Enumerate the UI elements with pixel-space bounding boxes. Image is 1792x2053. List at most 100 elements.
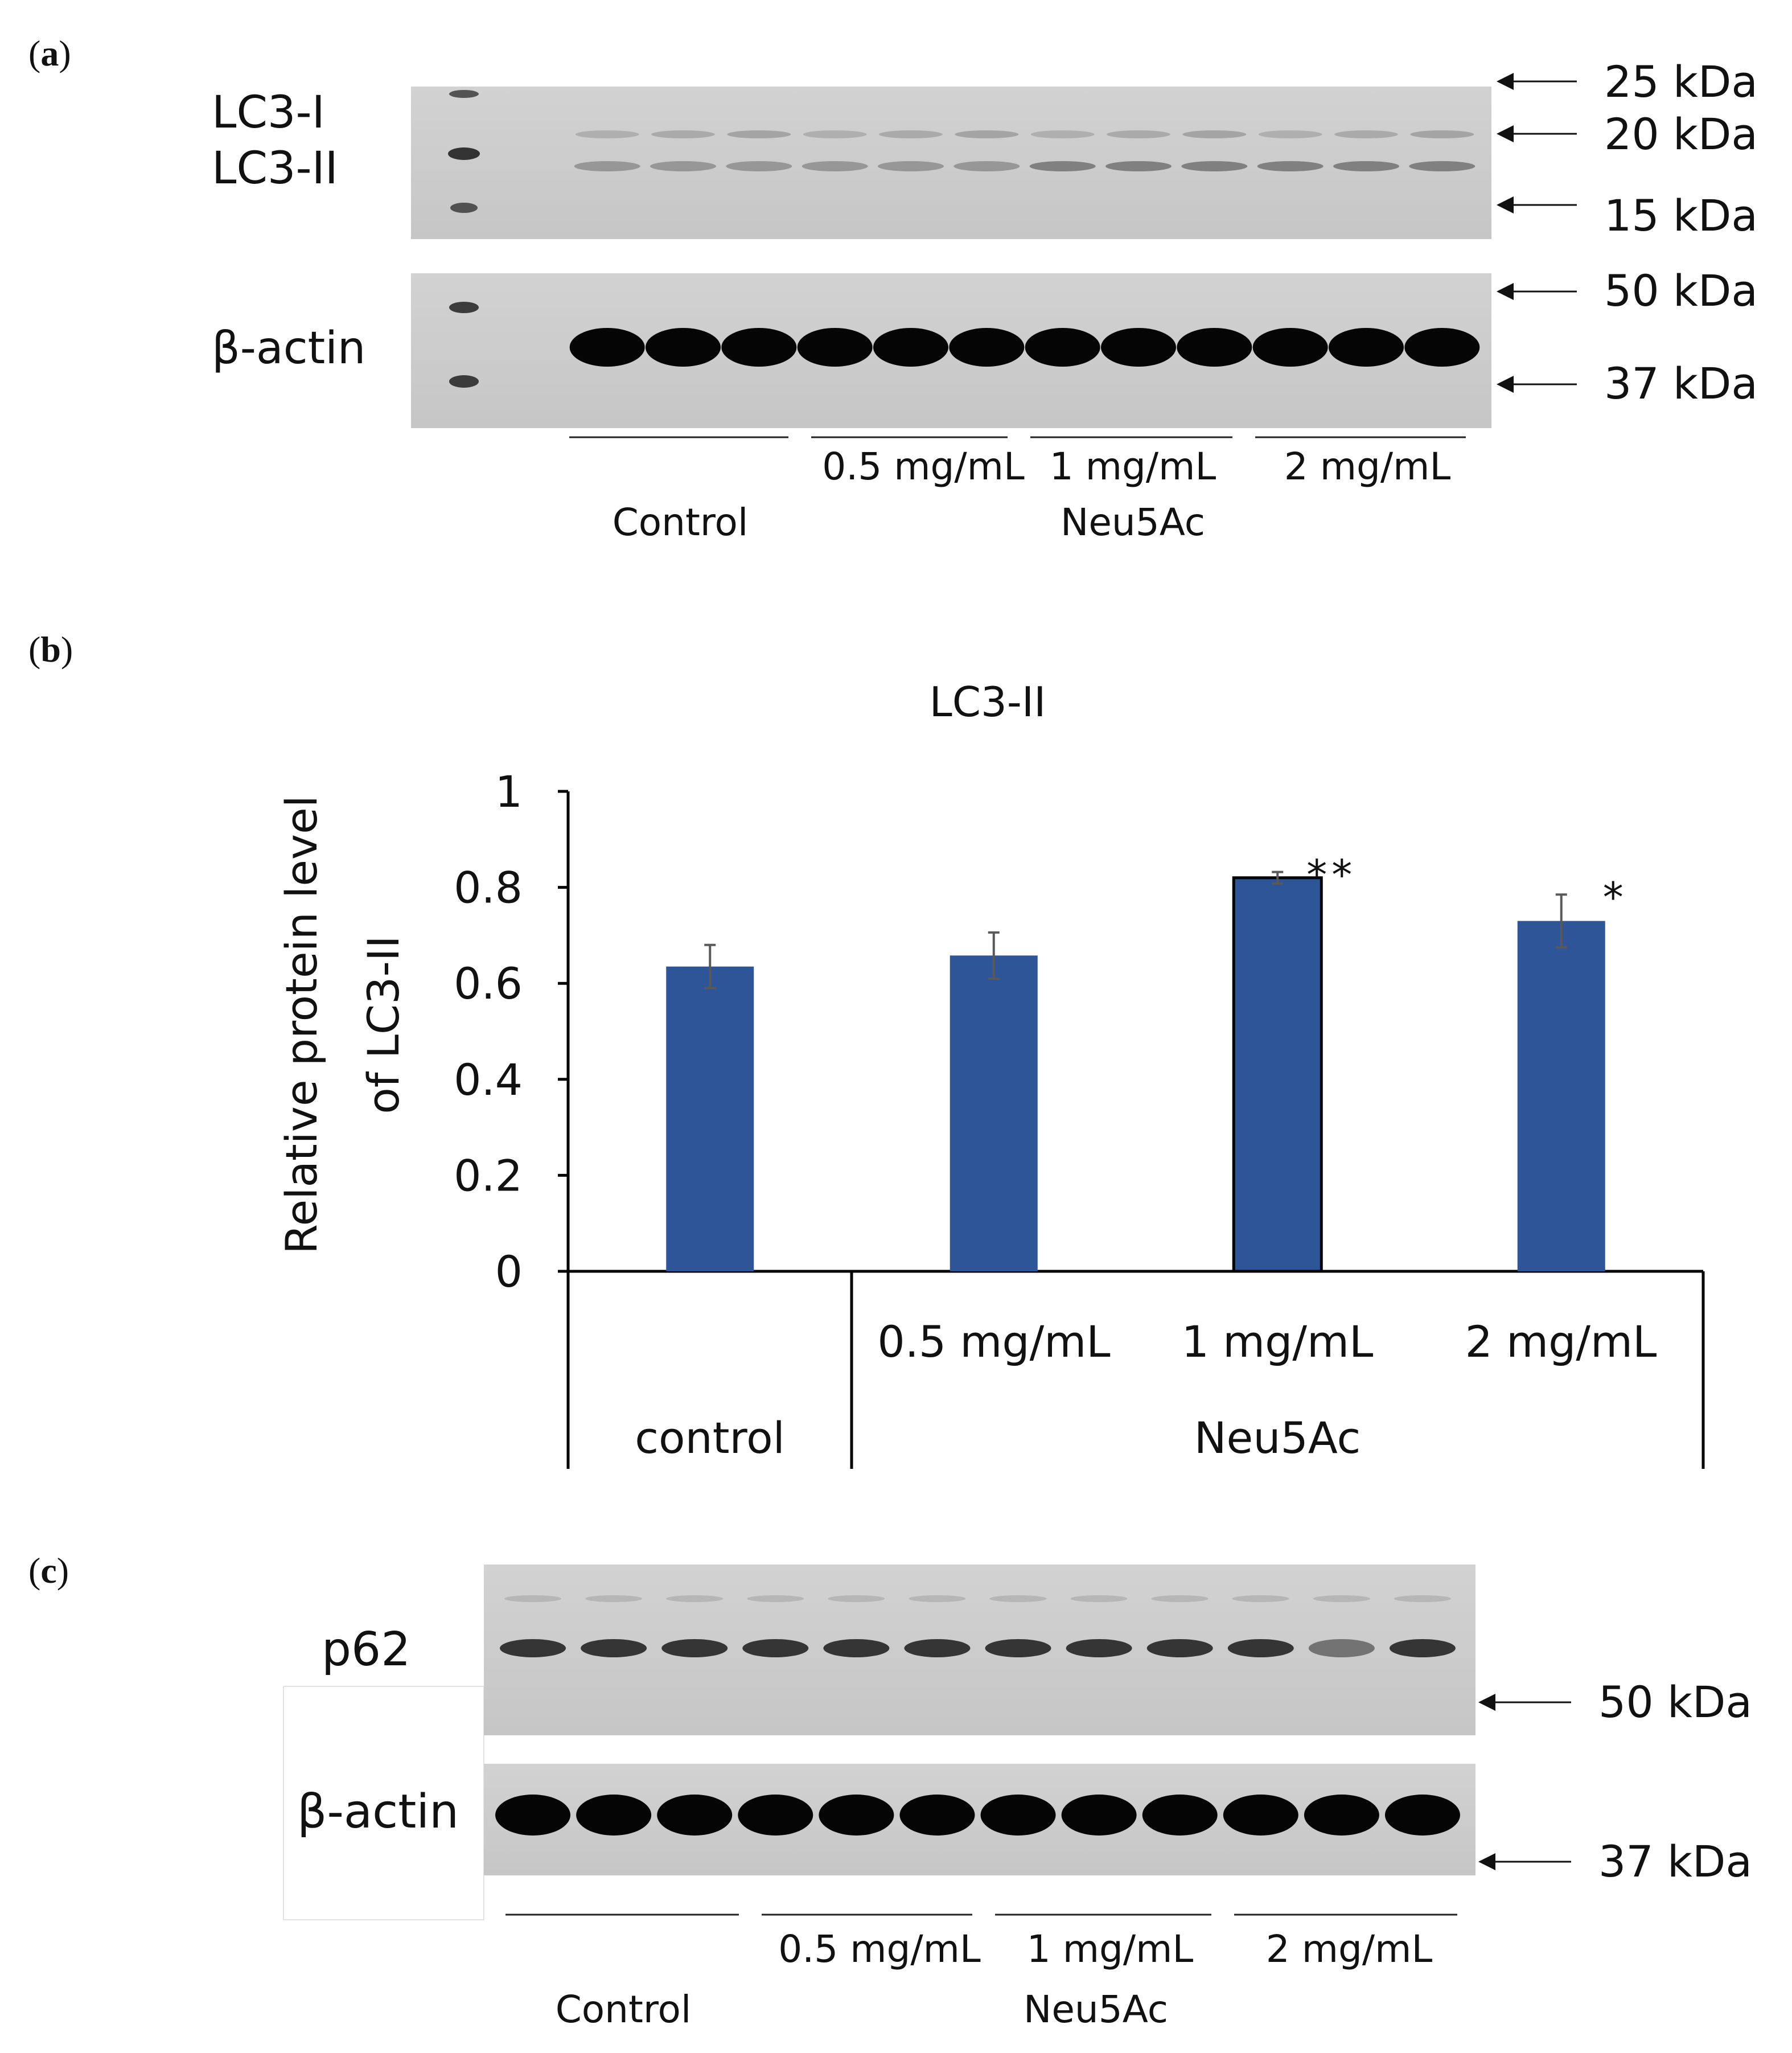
lc3-ii-band xyxy=(1333,161,1399,171)
label-box-c xyxy=(283,1686,484,1920)
p62-band xyxy=(500,1639,566,1657)
lc3-ii-label: LC3-II xyxy=(212,143,338,194)
actin-blot-a xyxy=(411,273,1491,428)
actin-band xyxy=(1025,328,1100,367)
beta-actin-label-a: β-actin xyxy=(212,323,365,374)
lc3-ii-band xyxy=(1029,161,1096,171)
actin-band xyxy=(1329,328,1404,367)
y-tick-label: 0.8 xyxy=(454,863,523,913)
lc3-ii-band xyxy=(953,161,1020,171)
y-tick-label: 0 xyxy=(495,1246,523,1297)
p62-faint-band xyxy=(666,1595,724,1602)
actin-band xyxy=(495,1795,571,1836)
treatment-label-c: Neu5Ac xyxy=(1024,1988,1168,2031)
actin-band xyxy=(1177,328,1252,367)
lc3-i-band xyxy=(575,130,639,138)
lc3-i-band xyxy=(1030,130,1095,138)
actin-band xyxy=(980,1795,1056,1836)
group-label-a-0: 0.5 mg/mL xyxy=(822,445,1025,488)
y-tick-label: 0.6 xyxy=(454,958,523,1009)
p62-band xyxy=(1066,1639,1132,1657)
category-grid xyxy=(566,1271,1705,1469)
category-label-2: 2 mg/mL xyxy=(1465,1316,1657,1367)
p62-band xyxy=(823,1639,890,1657)
group-label-c-2: 2 mg/mL xyxy=(1266,1927,1433,1971)
lc3-i-band xyxy=(1107,130,1170,138)
y-tick-label: 1 xyxy=(495,766,523,817)
actin-band xyxy=(1304,1795,1379,1836)
actin-band xyxy=(569,328,645,367)
group-label-a-1: 1 mg/mL xyxy=(1050,445,1216,488)
marker-50kda-a: 50 kDa xyxy=(1604,265,1758,316)
p62-faint-band xyxy=(585,1595,643,1602)
actin-band xyxy=(1142,1795,1218,1836)
marker-15kda: 15 kDa xyxy=(1604,190,1758,241)
control-label-c: Control xyxy=(556,1988,692,2031)
p62-faint-band xyxy=(1151,1595,1209,1602)
bar-2 xyxy=(1232,876,1323,1273)
p62-faint-band xyxy=(504,1595,562,1602)
lc3-ii-band xyxy=(878,161,944,171)
y-axis-title-line-1: Relative protein level xyxy=(276,795,327,1254)
y-axis-title-line-2: of LC3-II xyxy=(358,935,409,1114)
lc3-ii-band xyxy=(574,161,640,171)
lc3-ii-band xyxy=(1181,161,1248,171)
actin-band xyxy=(1384,1795,1460,1836)
marker-20kda: 20 kDa xyxy=(1604,109,1758,159)
p62-faint-band xyxy=(909,1595,966,1602)
beta-actin-label-c: β-actin xyxy=(297,1785,459,1839)
actin-band xyxy=(1061,1795,1137,1836)
lc3-i-band xyxy=(879,130,943,138)
lc3-i-band xyxy=(727,130,791,138)
actin-band xyxy=(1101,328,1176,367)
lc3-i-band xyxy=(955,130,1019,138)
bar-3 xyxy=(1517,921,1605,1271)
p62-band xyxy=(985,1639,1051,1657)
lc3-blot xyxy=(411,87,1491,239)
lc3-i-band xyxy=(1182,130,1247,138)
actin-band xyxy=(1223,1795,1298,1836)
p62-faint-band xyxy=(747,1595,804,1602)
lc3-ii-band xyxy=(650,161,716,171)
p62-band xyxy=(1146,1639,1213,1657)
y-tick-label: 0.4 xyxy=(454,1054,523,1105)
group-label-a-2: 2 mg/mL xyxy=(1284,445,1451,488)
lc3-ii-band xyxy=(726,161,792,171)
actin-band xyxy=(819,1795,894,1836)
p62-label: p62 xyxy=(322,1623,410,1677)
actin-band xyxy=(646,328,721,367)
p62-faint-band xyxy=(1070,1595,1128,1602)
lc3-ii-bar-chart: LC3-II Relative protein level of LC3-II … xyxy=(276,678,1705,1469)
group-label-neu5ac: Neu5Ac xyxy=(1194,1413,1361,1463)
marker-arrows-a xyxy=(1497,73,1577,393)
actin-band xyxy=(873,328,948,367)
p62-band xyxy=(742,1639,809,1657)
actin-band xyxy=(721,328,797,367)
marker-37kda-c: 37 kDa xyxy=(1598,1836,1752,1887)
actin-band xyxy=(797,328,873,367)
control-label-a: Control xyxy=(613,500,749,544)
actin-band xyxy=(657,1795,733,1836)
group-label-c-0: 0.5 mg/mL xyxy=(778,1927,981,1971)
actin-band xyxy=(1404,328,1480,367)
lc3-i-band xyxy=(651,130,715,138)
marker-25kda: 25 kDa xyxy=(1604,56,1758,107)
p62-faint-band xyxy=(989,1595,1047,1602)
actin-band xyxy=(738,1795,813,1836)
lc3-i-band xyxy=(1334,130,1398,138)
lc3-i-label: LC3-I xyxy=(212,87,325,138)
bar-0 xyxy=(666,966,754,1271)
actin-blot-c xyxy=(484,1764,1475,1875)
actin-band xyxy=(899,1795,975,1836)
p62-blot xyxy=(484,1565,1475,1735)
p62-band xyxy=(581,1639,647,1657)
p62-band xyxy=(1389,1639,1456,1657)
lc3-i-band xyxy=(803,130,867,138)
category-label-1: 1 mg/mL xyxy=(1182,1316,1374,1367)
p62-band xyxy=(1227,1639,1294,1657)
actin-band xyxy=(1252,328,1328,367)
significance-marker-3: * xyxy=(1603,873,1628,921)
marker-37kda-a: 37 kDa xyxy=(1604,358,1758,409)
category-label-0.5: 0.5 mg/mL xyxy=(877,1316,1110,1367)
